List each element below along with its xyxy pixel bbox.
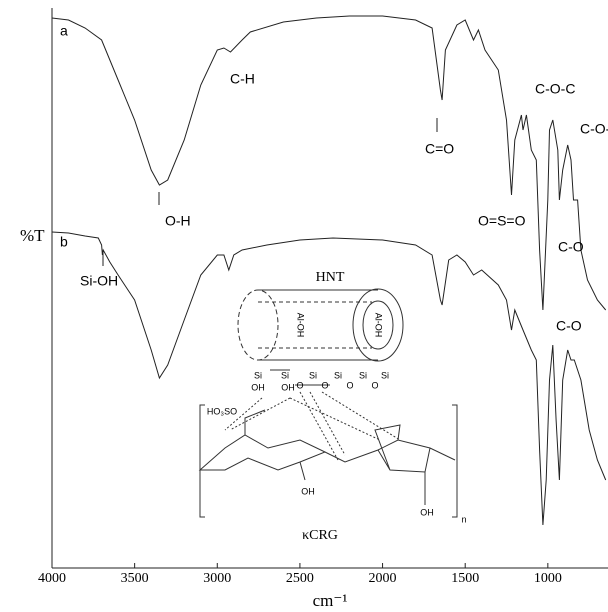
annotation: O-H: [165, 213, 191, 229]
inset-label: OH: [420, 507, 434, 517]
annotation: C-O: [558, 239, 584, 255]
x-tick-label: 4000: [38, 571, 66, 586]
tube-inner: [362, 300, 394, 350]
tube-end: [352, 288, 404, 362]
annotation: Si-OH: [80, 273, 118, 289]
inset-label: O: [296, 380, 303, 390]
inset-label: Si: [281, 370, 289, 380]
annotation: a: [60, 23, 68, 39]
inset-label: HO₃SO: [207, 406, 237, 416]
inset-label: O: [371, 380, 378, 390]
annotation: C-O-C: [535, 81, 575, 97]
annotation: C-H: [230, 71, 255, 87]
x-tick-label: 2500: [286, 571, 314, 586]
inset-label: κCRG: [302, 528, 338, 543]
annotation: C-O: [556, 318, 582, 334]
x-tick-label: 3000: [203, 571, 231, 586]
tube-body: [258, 289, 378, 361]
x-tick-label: 1500: [451, 571, 479, 586]
annotation: C-O-S: [580, 121, 608, 137]
x-label: cm⁻¹: [313, 591, 348, 610]
inset-label: Si: [381, 370, 389, 380]
carrageenan-ring: [198, 409, 456, 505]
x-tick-label: 2000: [369, 571, 397, 586]
bonds: [270, 369, 330, 386]
spectrum-line: [51, 231, 607, 526]
annotation: O=S=O: [478, 213, 526, 229]
inset-label: Si: [334, 370, 342, 380]
inset-label: Si: [309, 370, 317, 380]
inset-label: Al-OH: [374, 313, 384, 338]
inset-diagram: [198, 288, 458, 518]
y-label: %T: [20, 226, 45, 245]
inset-label: Al-OH: [296, 313, 306, 338]
x-tick-label: 3500: [121, 571, 149, 586]
inset-label: OH: [301, 486, 315, 496]
tube-end: [237, 289, 279, 361]
inset-label: O: [346, 380, 353, 390]
inset-label: Si: [254, 370, 262, 380]
inset-label: OH: [281, 382, 295, 392]
tube-lumen: [258, 301, 372, 349]
x-tick-label: 1000: [534, 571, 562, 586]
inset-label: n: [461, 514, 466, 524]
inset-label: Si: [359, 370, 367, 380]
inset-label: HNT: [316, 270, 345, 285]
hydrogen-bonds: [224, 391, 401, 461]
inset-label: O: [321, 380, 328, 390]
spectrum-line: [51, 15, 607, 311]
annotation: C=O: [425, 141, 454, 157]
inset-label: OH: [251, 382, 265, 392]
repeat-bracket: [199, 404, 458, 518]
annotation: b: [60, 234, 68, 250]
